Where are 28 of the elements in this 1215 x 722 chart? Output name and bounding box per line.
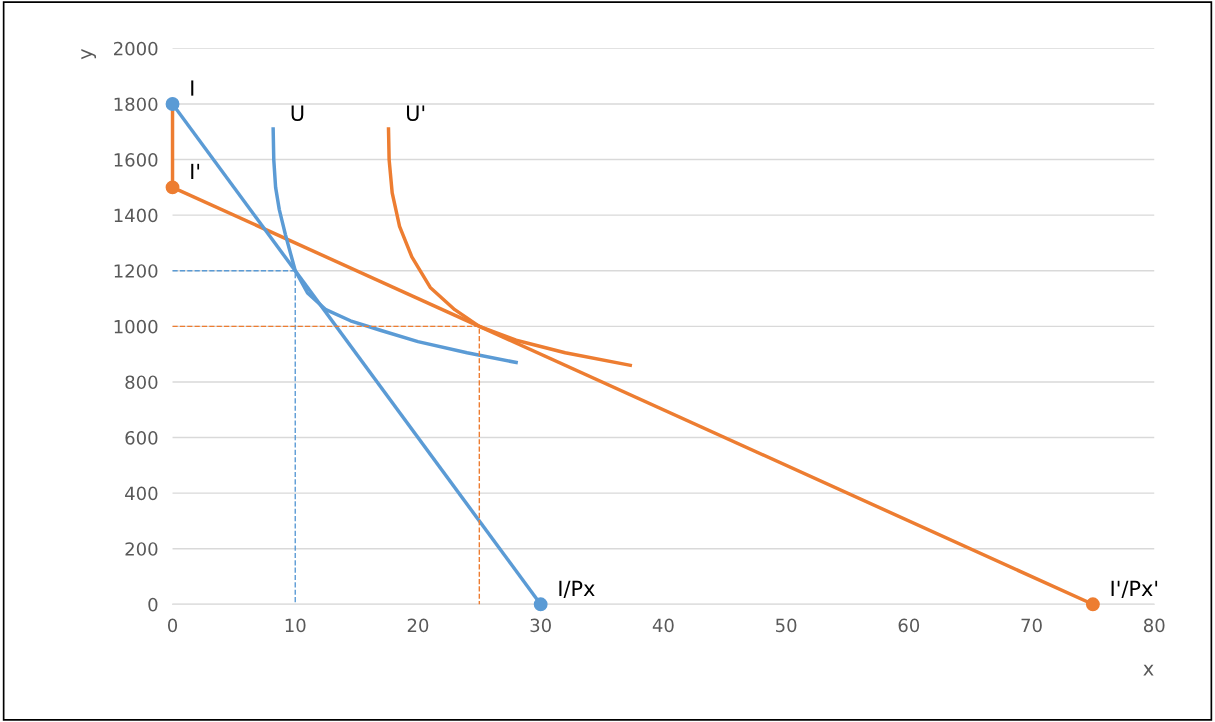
y-axis-title: y bbox=[81, 48, 97, 60]
annotation: I' bbox=[191, 163, 200, 180]
y-tick-label: 1200 bbox=[114, 264, 158, 278]
y-tick-label: 1400 bbox=[114, 208, 158, 223]
y-tick-label: 800 bbox=[125, 375, 158, 390]
x-tick-label: 50 bbox=[776, 618, 797, 633]
annotation: U' bbox=[406, 105, 425, 121]
y-tick-label: 1000 bbox=[114, 319, 158, 334]
x-tick-label: 40 bbox=[652, 618, 674, 633]
y-tick-label: 0 bbox=[148, 597, 158, 612]
y-tick-label: 400 bbox=[125, 486, 158, 501]
y-tick-label: 1600 bbox=[114, 153, 158, 167]
annotation: U bbox=[291, 105, 304, 121]
x-tick-label: 30 bbox=[530, 618, 551, 633]
x-tick-label: 70 bbox=[1021, 618, 1042, 633]
x-tick-label: 10 bbox=[285, 618, 306, 633]
y-tick-label: 1800 bbox=[114, 97, 158, 112]
annotation: I/Px bbox=[559, 580, 595, 598]
y-tick-label: 2000 bbox=[114, 41, 158, 56]
y-tick-label: 600 bbox=[125, 430, 158, 445]
x-tick-label: 0 bbox=[167, 618, 178, 633]
annotation: I bbox=[191, 80, 194, 96]
x-axis-title: x bbox=[1143, 664, 1154, 676]
annotation: I'/Px' bbox=[1111, 580, 1158, 598]
x-tick-label: 80 bbox=[1143, 618, 1165, 633]
y-tick-label: 200 bbox=[125, 542, 158, 556]
x-tick-label: 60 bbox=[898, 618, 920, 633]
x-tick-label: 20 bbox=[407, 618, 429, 633]
